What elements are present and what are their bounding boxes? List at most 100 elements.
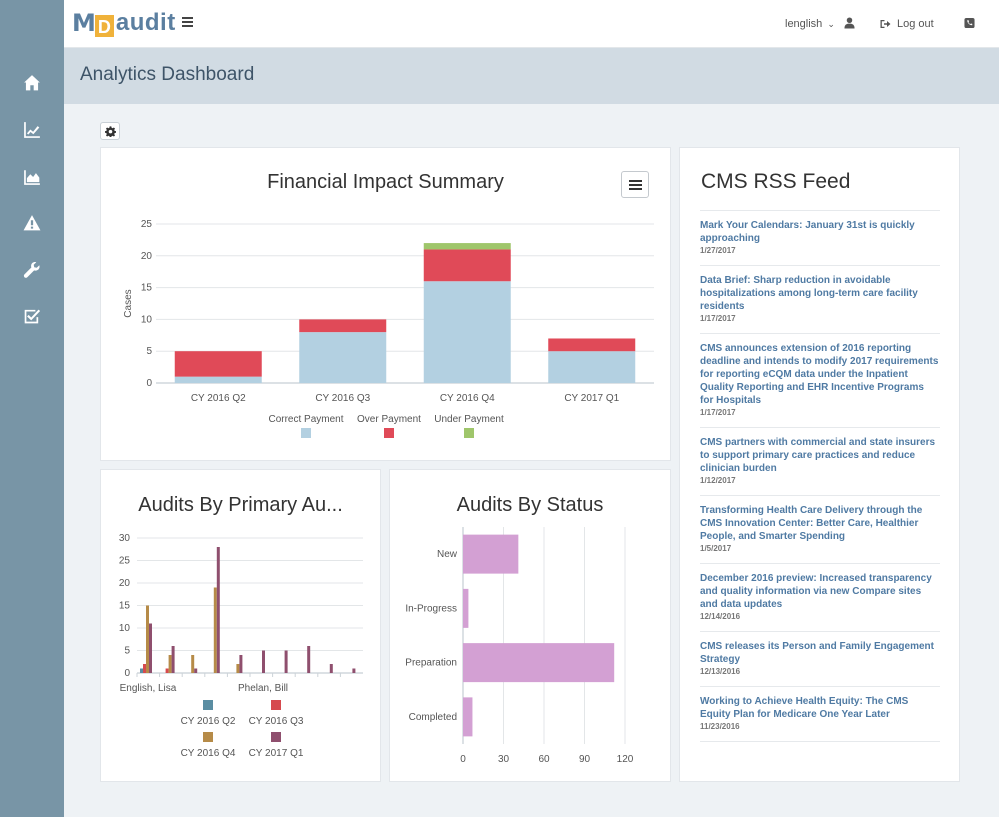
- logout-button[interactable]: Log out: [880, 18, 934, 30]
- y-tick-label: 15: [141, 283, 153, 294]
- menu-toggle-icon[interactable]: [182, 17, 193, 27]
- bar: [463, 534, 519, 574]
- legend-swatch: [301, 428, 311, 438]
- bar: [140, 668, 143, 673]
- sign-out-icon: [880, 20, 891, 28]
- rss-item-link[interactable]: Working to Achieve Health Equity: The CM…: [700, 696, 909, 720]
- sidebar: [0, 0, 64, 817]
- x-tick-label: English, Lisa: [120, 683, 177, 694]
- financial-impact-panel: Financial Impact Summary 0 5 10 15 20 25 Cases…: [100, 147, 671, 461]
- gear-icon: [104, 125, 116, 137]
- rss-item-date: 12/14/2016: [700, 612, 741, 621]
- rss-item-date: 12/13/2016: [700, 667, 741, 676]
- x-tick-label: 30: [498, 754, 510, 765]
- x-tick-label: 60: [538, 754, 550, 765]
- bar: [216, 547, 220, 673]
- bar: [165, 668, 169, 673]
- audits-by-auditor-panel: Audits By Primary Au... 0 5 10 15 20 25 30 Engl…: [100, 469, 381, 782]
- user-icon[interactable]: [844, 17, 855, 29]
- chart-menu-button[interactable]: [621, 171, 649, 198]
- auditor-chart: 0 5 10 15 20 25 30 English, Lisa Phelan, Bill CY …: [119, 533, 363, 759]
- dashboard-settings-button[interactable]: [100, 122, 120, 140]
- rss-item: Working to Achieve Health Equity: The CM…: [700, 686, 940, 731]
- bar: [463, 697, 473, 737]
- logo-letter-d: D: [94, 15, 114, 37]
- rss-item: CMS partners with commercial and state i…: [700, 427, 940, 485]
- rss-item: Data Brief: Sharp reduction in avoidable…: [700, 265, 940, 323]
- rss-item-link[interactable]: December 2016 preview: Increased transpa…: [700, 573, 932, 610]
- x-tick-label: 120: [617, 754, 634, 765]
- bar: [194, 668, 198, 673]
- sidebar-item-reports[interactable]: [0, 157, 64, 197]
- hamburger-icon: [629, 180, 642, 182]
- legend-label: CY 2016 Q3: [249, 716, 304, 727]
- language-label: lenglish: [785, 18, 823, 30]
- rss-item-link[interactable]: CMS announces extension of 2016 reportin…: [700, 343, 939, 406]
- bar: [239, 655, 243, 673]
- sidebar-item-home[interactable]: [0, 63, 64, 103]
- status-chart-title: Audits By Status: [456, 494, 604, 516]
- sidebar-item-analytics[interactable]: [0, 110, 64, 150]
- bar: [463, 643, 615, 683]
- x-tick-label: CY 2016 Q3: [315, 393, 370, 404]
- status-chart: 0 30 60 90 120 New In-Progress Preparation Compl…: [405, 527, 634, 765]
- rss-item-link[interactable]: CMS releases its Person and Family Engag…: [700, 641, 934, 665]
- x-tick-label: CY 2017 Q1: [564, 393, 619, 404]
- rss-item-date: 1/12/2017: [700, 476, 736, 485]
- rss-item-date: 1/17/2017: [700, 408, 736, 417]
- bar: [143, 664, 146, 673]
- bar: [168, 655, 172, 673]
- rss-item-link[interactable]: CMS partners with commercial and state i…: [700, 437, 936, 474]
- rss-item-link[interactable]: Mark Your Calendars: January 31st is qui…: [700, 220, 915, 244]
- sidebar-item-checklist[interactable]: [0, 296, 64, 336]
- bar: [329, 664, 333, 673]
- rss-item: CMS announces extension of 2016 reportin…: [700, 333, 940, 417]
- y-tick-label: 20: [141, 251, 153, 262]
- y-tick-label: 25: [119, 556, 131, 567]
- bar-segment: [299, 332, 387, 383]
- legend-swatch: [384, 428, 394, 438]
- y-axis-label: Cases: [123, 289, 134, 317]
- rss-item-date: 11/23/2016: [700, 722, 740, 731]
- rss-item: CMS releases its Person and Family Engag…: [700, 631, 940, 676]
- bar: [307, 646, 311, 673]
- y-tick-label: Completed: [409, 712, 457, 723]
- y-tick-label: 10: [119, 623, 131, 634]
- x-tick-label: CY 2016 Q2: [191, 393, 246, 404]
- phone-icon[interactable]: [964, 17, 975, 29]
- y-tick-label: 5: [124, 646, 130, 657]
- sidebar-item-alerts[interactable]: [0, 203, 64, 243]
- language-selector[interactable]: lenglish ⌄: [785, 18, 835, 30]
- y-tick-label: Preparation: [405, 658, 457, 669]
- logo-wordmark: audit: [115, 9, 176, 36]
- legend-label: CY 2016 Q2: [181, 716, 236, 727]
- home-icon: [24, 75, 40, 91]
- rss-list-end-divider: [700, 741, 940, 750]
- rss-item-link[interactable]: Transforming Health Care Delivery throug…: [700, 505, 923, 542]
- bar: [171, 646, 175, 673]
- bar-segment: [299, 319, 387, 333]
- area-chart-icon: [24, 170, 40, 185]
- y-tick-label: 0: [124, 668, 130, 679]
- bar-segment: [548, 351, 636, 383]
- x-tick-label: 90: [579, 754, 591, 765]
- y-tick-label: In-Progress: [405, 603, 457, 614]
- bar: [284, 650, 288, 673]
- rss-item-link[interactable]: Data Brief: Sharp reduction in avoidable…: [700, 275, 918, 312]
- legend-label: CY 2017 Q1: [249, 748, 304, 759]
- rss-item-date: 1/17/2017: [700, 314, 736, 323]
- bar: [352, 668, 356, 673]
- auditor-chart-title: Audits By Primary Au...: [138, 494, 343, 516]
- sidebar-item-tools[interactable]: [0, 250, 64, 290]
- legend-swatch: [203, 700, 213, 710]
- bar: [213, 587, 217, 673]
- legend-label: Correct Payment: [268, 414, 343, 425]
- financial-chart-title: Financial Impact Summary: [267, 171, 504, 193]
- chevron-down-icon: ⌄: [827, 19, 835, 29]
- audits-by-status-panel: Audits By Status 0 30 60 90 120 New In-Progres…: [389, 469, 671, 782]
- legend-label: CY 2016 Q4: [181, 748, 236, 759]
- legend-swatch: [203, 732, 213, 742]
- x-tick-label: 0: [460, 754, 466, 765]
- rss-feed-title: CMS RSS Feed: [701, 170, 851, 193]
